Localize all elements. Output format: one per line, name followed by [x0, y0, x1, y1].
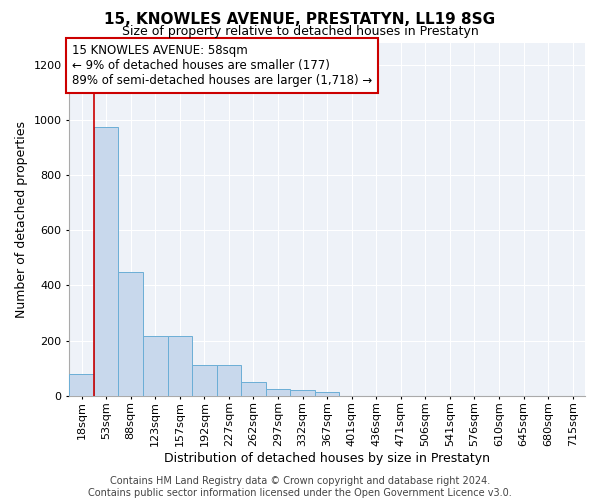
Bar: [217, 366, 241, 396]
Bar: [94, 126, 118, 396]
Text: 15, KNOWLES AVENUE, PRESTATYN, LL19 8SG: 15, KNOWLES AVENUE, PRESTATYN, LL19 8SG: [104, 12, 496, 28]
Text: Size of property relative to detached houses in Prestatyn: Size of property relative to detached ho…: [122, 25, 478, 38]
X-axis label: Distribution of detached houses by size in Prestatyn: Distribution of detached houses by size …: [164, 452, 490, 465]
Bar: [241, 382, 266, 396]
Bar: [143, 336, 167, 396]
Y-axis label: Number of detached properties: Number of detached properties: [15, 120, 28, 318]
Bar: [315, 392, 340, 396]
Bar: [70, 374, 94, 396]
Text: 15 KNOWLES AVENUE: 58sqm
← 9% of detached houses are smaller (177)
89% of semi-d: 15 KNOWLES AVENUE: 58sqm ← 9% of detache…: [72, 44, 372, 88]
Text: Contains HM Land Registry data © Crown copyright and database right 2024.
Contai: Contains HM Land Registry data © Crown c…: [88, 476, 512, 498]
Bar: [192, 366, 217, 396]
Bar: [118, 272, 143, 396]
Bar: [290, 390, 315, 396]
Bar: [167, 336, 192, 396]
Bar: [266, 389, 290, 396]
